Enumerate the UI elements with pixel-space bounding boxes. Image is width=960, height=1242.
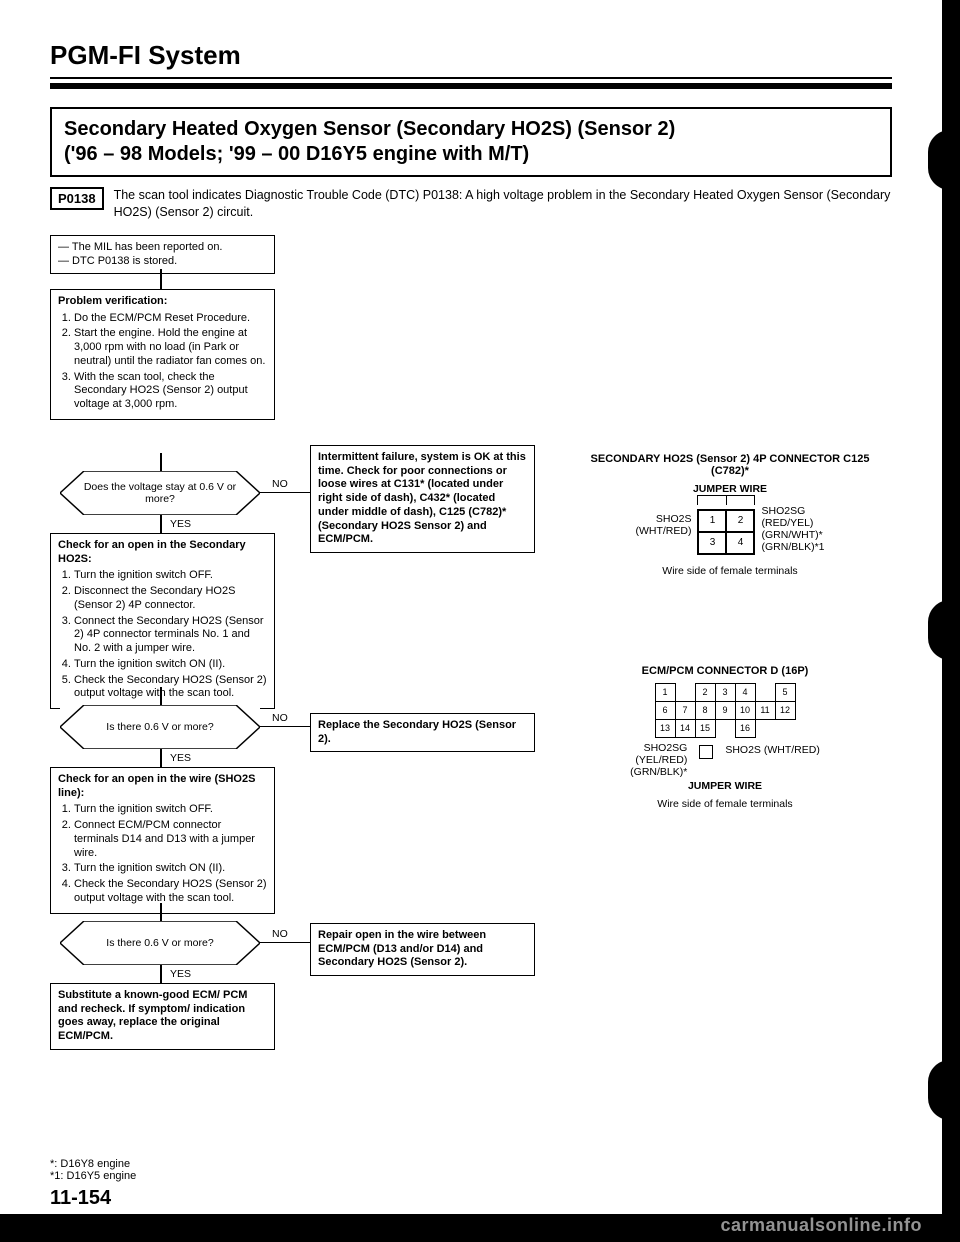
wire-step: Turn the ignition switch OFF. [74,803,267,817]
connector-16p-diagram: ECM/PCM CONNECTOR D (16P) 12345 67891011… [560,665,890,810]
pin-label: SHO2S [635,513,691,525]
branch-yes: YES [170,518,191,530]
thumb-tab [928,600,950,660]
connector-grid: 12 34 [697,509,755,555]
flow-intermittent: Intermittent failure, system is OK at th… [310,445,535,553]
start-line2: — DTC P0138 is stored. [58,255,267,269]
jumper-label: JUMPER WIRE [580,483,880,495]
branch-no: NO [272,928,288,940]
flow-check-open-ho2s: Check for an open in the Secondary HO2S:… [50,533,275,709]
pin-label: (WHT/RED) [635,525,691,537]
open-step: Connect the Secondary HO2S (Sensor 2) 4P… [74,615,267,656]
watermark: carmanualsonline.info [720,1215,922,1236]
rule [50,83,892,89]
wire-step: Check the Secondary HO2S (Sensor 2) outp… [74,878,267,906]
flow-decision-2: Is there 0.6 V or more? [60,705,260,749]
intermittent-text: Intermittent failure, system is OK at th… [318,451,526,546]
branch-no: NO [272,478,288,490]
substitute-text: Substitute a known-good ECM/ PCM and rec… [58,989,247,1042]
connector-grid: 12345 6789101112 13141516 [655,683,796,738]
pin-label: (GRN/BLK)*1 [761,541,824,553]
pin-label: (GRN/BLK)* [630,766,687,778]
flow-verify: Problem verification: Do the ECM/PCM Res… [50,289,275,420]
pin-box [699,745,713,759]
wire-step: Turn the ignition switch ON (II). [74,862,267,876]
start-line1: — The MIL has been reported on. [58,241,267,255]
system-title: PGM-FI System [50,40,892,71]
decision-text: Is there 0.6 V or more? [60,705,260,749]
flow-decision-1: Does the voltage stay at 0.6 V or more? [60,471,260,515]
section-title-line1: Secondary Heated Oxygen Sensor (Secondar… [64,117,878,142]
connector-line [160,687,162,705]
connector-line [160,965,162,983]
connector-note: Wire side of female terminals [560,798,890,810]
flow-check-wire: Check for an open in the wire (SHO2S lin… [50,767,275,914]
connector-line [160,903,162,921]
verify-title: Problem verification: [58,295,167,307]
footnote: *: D16Y8 engine [50,1158,136,1170]
open-title: Check for an open in the Secondary HO2S: [58,539,246,565]
pin-label: (YEL/RED) [630,754,687,766]
jumper-label: JUMPER WIRE [560,780,890,792]
connector-key [697,495,755,505]
flow-substitute: Substitute a known-good ECM/ PCM and rec… [50,983,275,1050]
thumb-tab [928,1060,950,1120]
branch-yes: YES [170,968,191,980]
open-step: Turn the ignition switch ON (II). [74,658,267,672]
pin-label: SHO2SG [630,742,687,754]
connector-line [160,515,162,533]
connector-line [160,749,162,767]
decision-text: Is there 0.6 V or more? [60,921,260,965]
thumb-tab [928,130,950,190]
connector-line [260,492,310,494]
connector-line [160,453,162,471]
connector-line [260,942,310,944]
page: PGM-FI System Secondary Heated Oxygen Se… [0,0,960,1242]
connector-4p-title: SECONDARY HO2S (Sensor 2) 4P CONNECTOR C… [580,453,880,477]
verify-step: With the scan tool, check the Secondary … [74,371,267,412]
intro-row: P0138 The scan tool indicates Diagnostic… [50,187,892,221]
footnotes: *: D16Y8 engine *1: D16Y5 engine [50,1158,136,1182]
connector-note: Wire side of female terminals [580,565,880,577]
pin: 4 [726,532,754,554]
pin-label: SHO2SG [761,505,824,517]
repair-text: Repair open in the wire between ECM/PCM … [318,929,486,969]
page-number: 11-154 [50,1187,111,1210]
connector-line [260,726,310,728]
connector-line [160,269,162,289]
connector-16p-title: ECM/PCM CONNECTOR D (16P) [560,665,890,677]
intro-text: The scan tool indicates Diagnostic Troub… [114,187,892,221]
wire-title: Check for an open in the wire (SHO2S lin… [58,773,255,799]
footnote: *1: D16Y5 engine [50,1170,136,1182]
decision-text: Does the voltage stay at 0.6 V or more? [60,471,260,515]
verify-step: Start the engine. Hold the engine at 3,0… [74,327,267,368]
flow-replace: Replace the Secondary HO2S (Sensor 2). [310,713,535,753]
section-heading: Secondary Heated Oxygen Sensor (Secondar… [50,107,892,177]
branch-no: NO [272,712,288,724]
open-step: Check the Secondary HO2S (Sensor 2) outp… [74,674,267,702]
connector-4p-diagram: SECONDARY HO2S (Sensor 2) 4P CONNECTOR C… [580,453,880,577]
pin-label: SHO2S (WHT/RED) [725,742,820,778]
rule [50,77,892,79]
flowchart: — The MIL has been reported on. — DTC P0… [50,235,892,1115]
wire-step: Connect ECM/PCM connector terminals D14 … [74,819,267,860]
pin: 1 [698,510,726,532]
dtc-code-box: P0138 [50,187,104,210]
flow-decision-3: Is there 0.6 V or more? [60,921,260,965]
branch-yes: YES [170,752,191,764]
flow-start: — The MIL has been reported on. — DTC P0… [50,235,275,275]
verify-step: Do the ECM/PCM Reset Procedure. [74,312,267,326]
pin: 2 [726,510,754,532]
open-step: Turn the ignition switch OFF. [74,569,267,583]
pin: 3 [698,532,726,554]
replace-text: Replace the Secondary HO2S (Sensor 2). [318,719,516,745]
pin-label: (GRN/WHT)* [761,529,824,541]
flow-repair: Repair open in the wire between ECM/PCM … [310,923,535,976]
pin-label: (RED/YEL) [761,517,824,529]
section-title-line2: ('96 – 98 Models; '99 – 00 D16Y5 engine … [64,142,878,167]
open-step: Disconnect the Secondary HO2S (Sensor 2)… [74,585,267,613]
